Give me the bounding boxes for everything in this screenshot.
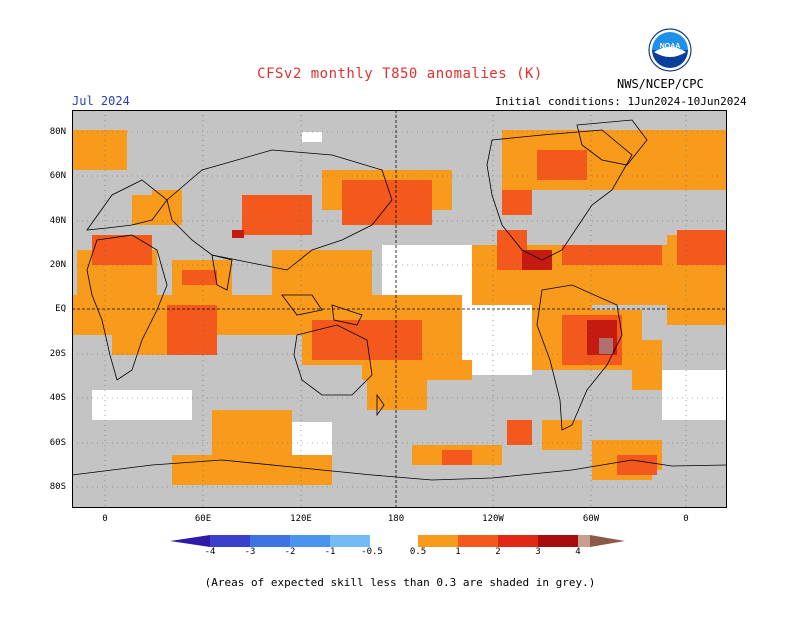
world-anomaly-map <box>72 110 727 508</box>
colorbar-label: -2 <box>284 547 296 557</box>
colorbar-label: 2 <box>495 547 501 557</box>
colorbar-bin <box>370 535 418 547</box>
colorbar-bin <box>538 535 578 547</box>
svg-text:NOAA: NOAA <box>660 43 681 50</box>
map-title: CFSv2 monthly T850 anomalies (K) <box>257 66 543 82</box>
colorbar-bin <box>210 535 250 547</box>
map-frame <box>72 110 727 508</box>
lon-label: 180 <box>387 514 405 524</box>
colorbar-label: 3 <box>535 547 541 557</box>
lon-label: 60W <box>582 514 600 524</box>
lon-label: 120W <box>482 514 504 524</box>
reference-lines <box>72 110 727 508</box>
initial-conditions: Initial conditions: 1Jun2024-10Jun2024 <box>495 95 747 108</box>
lat-label: 60N <box>49 171 66 181</box>
agency-label: NWS/NCEP/CPC <box>617 77 704 91</box>
anomaly-1-to-2 <box>92 150 727 475</box>
colorbar-bin <box>290 535 330 547</box>
noaa-logo: NOAA <box>648 28 692 72</box>
colorbar-label: 4 <box>575 547 581 557</box>
lon-label: 120E <box>290 514 312 524</box>
colorbar-arrow-high <box>590 535 625 547</box>
colorbar-bin <box>250 535 290 547</box>
lat-label: 80N <box>49 127 66 137</box>
colorbar-label: -3 <box>244 547 256 557</box>
lat-label: EQ <box>55 304 66 314</box>
colorbar-bin <box>330 535 370 547</box>
colorbar-label: 0.5 <box>409 547 427 557</box>
colorbar-bin <box>578 535 590 547</box>
map-gridlines <box>72 110 727 508</box>
lat-label: 60S <box>49 438 66 448</box>
colorbar-bin <box>458 535 498 547</box>
lat-label: 40S <box>49 393 66 403</box>
colorbar-bin <box>418 535 458 547</box>
lat-label: 20S <box>49 349 66 359</box>
lon-label: 0 <box>102 514 108 524</box>
colorbar-label: -0.5 <box>361 547 383 557</box>
colorbar <box>170 535 625 547</box>
valid-month: Jul 2024 <box>72 94 130 108</box>
lon-label: 60E <box>194 514 212 524</box>
colorbar-label: -1 <box>324 547 336 557</box>
anomaly-3-to-4 <box>599 338 613 354</box>
lat-label: 80S <box>49 482 66 492</box>
lat-label: 20N <box>49 260 66 270</box>
colorbar-bin <box>498 535 538 547</box>
lon-label: 0 <box>683 514 689 524</box>
colorbar-arrow-low <box>170 535 210 547</box>
lat-label: 40N <box>49 216 66 226</box>
colorbar-label: 1 <box>455 547 461 557</box>
skill-footnote: (Areas of expected skill less than 0.3 a… <box>204 576 596 589</box>
colorbar-label: -4 <box>204 547 216 557</box>
